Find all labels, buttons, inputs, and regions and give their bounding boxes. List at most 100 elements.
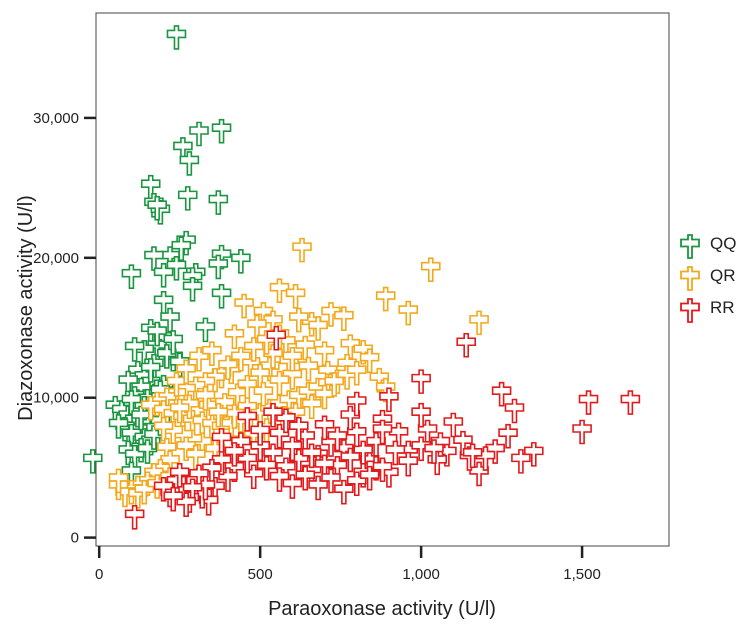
data-point-rr (372, 419, 393, 445)
y-tick-label: 20,000 (33, 250, 79, 267)
data-point-qq (82, 449, 103, 474)
data-point-qr (308, 316, 328, 341)
legend-item-qq: QQ (680, 234, 736, 259)
y-axis-label: Diazoxonase activity (U/l) (15, 195, 37, 421)
data-point-qr (218, 355, 238, 380)
data-point-rr (456, 332, 476, 358)
data-point-rr (443, 412, 464, 438)
plot-area-frame (95, 12, 670, 547)
data-point-rr (462, 443, 483, 469)
series-rr (124, 325, 641, 530)
data-point-rr (301, 443, 322, 469)
data-point-rr (340, 447, 361, 473)
data-point-rr (282, 474, 303, 499)
legend-label: QQ (710, 234, 736, 253)
data-point-rr (491, 381, 512, 407)
data-point-qq (211, 118, 232, 144)
data-point-qq (195, 317, 216, 343)
x-axis-label: Paraoxonase activity (U/l) (268, 598, 496, 620)
data-point-qr (292, 237, 312, 263)
data-point-rr (250, 421, 270, 446)
data-point-rr (498, 423, 518, 449)
data-point-rr (224, 442, 245, 467)
y-tick-label: 0 (71, 530, 79, 547)
data-point-qq (208, 190, 229, 215)
data-point-rr (308, 475, 328, 501)
data-point-qr (234, 293, 254, 319)
data-point-rr (385, 440, 406, 466)
legend: QQ QR RR (680, 234, 736, 323)
data-point-qr (469, 310, 489, 336)
y-tick-label: 10,000 (33, 390, 79, 407)
data-point-qq (147, 321, 167, 347)
data-point-qq (179, 151, 200, 176)
data-point-qr (166, 372, 187, 397)
data-point-qr (169, 398, 190, 424)
data-point-rr (511, 449, 531, 474)
data-point-qr (231, 346, 251, 372)
data-point-qr (208, 402, 229, 428)
data-point-rr (523, 442, 544, 467)
data-point-qr (289, 307, 309, 333)
data-point-qr (224, 324, 245, 350)
data-point-qr (202, 341, 222, 366)
data-point-rr (411, 369, 431, 394)
legend-item-rr: RR (680, 298, 735, 323)
data-point-qr (176, 436, 196, 462)
data-point-qq (189, 121, 209, 147)
data-point-rr (327, 426, 348, 452)
data-point-qr (340, 334, 361, 359)
data-point-qq (211, 244, 232, 270)
data-point-rr (211, 428, 232, 453)
series-qq (82, 25, 251, 487)
data-point-qq (140, 174, 161, 200)
legend-marker-icon (680, 266, 700, 291)
data-point-qq (147, 195, 167, 221)
data-point-qr (334, 306, 354, 331)
data-point-rr (578, 390, 599, 415)
data-point-rr (237, 407, 258, 432)
x-axis: 0 500 1,000 1,500 (95, 546, 601, 583)
legend-label: RR (710, 298, 735, 317)
data-point-qr (140, 395, 161, 421)
legend-label: QR (710, 266, 736, 285)
data-point-qq (140, 358, 161, 383)
data-point-rr (334, 479, 354, 505)
x-tick-label: 500 (248, 566, 273, 583)
data-point-rr (411, 436, 431, 462)
data-point-rr (321, 468, 341, 494)
data-point-rr (424, 439, 444, 464)
data-point-rr (266, 325, 287, 351)
data-point-rr (295, 465, 316, 491)
data-point-qq (131, 405, 151, 431)
data-point-qr (314, 384, 335, 410)
data-point-qq (182, 276, 203, 302)
data-point-qr (321, 302, 341, 327)
data-point-rr (269, 467, 290, 492)
data-point-qr (253, 381, 274, 407)
data-point-qr (243, 337, 264, 362)
y-axis: 0 10,000 20,000 30,000 (33, 110, 96, 547)
legend-marker-icon (680, 298, 700, 323)
data-point-qq (144, 246, 164, 271)
data-point-qr (195, 386, 216, 411)
data-point-qr (176, 359, 196, 385)
data-point-qq (166, 25, 187, 50)
data-point-rr (379, 387, 399, 413)
data-point-qr (398, 300, 419, 326)
data-point-qr (375, 286, 396, 312)
data-point-rr (359, 465, 380, 491)
legend-item-qr: QR (680, 266, 736, 291)
data-point-qr (269, 370, 290, 396)
data-point-qq (211, 283, 232, 309)
legend-marker-icon (680, 234, 700, 259)
data-point-qr (353, 339, 373, 365)
data-point-rr (572, 419, 592, 445)
data-point-rr (169, 463, 190, 488)
data-point-rr (153, 477, 174, 502)
data-point-rr (163, 486, 184, 512)
data-point-rr (314, 415, 335, 441)
data-point-qr (420, 257, 441, 283)
data-point-qq (153, 263, 174, 288)
